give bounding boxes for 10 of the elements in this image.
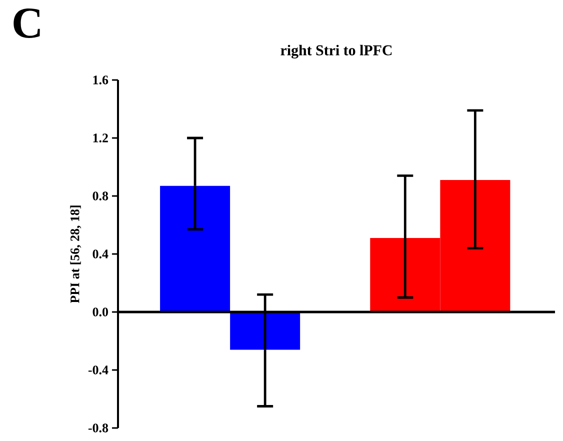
y-tick-label: 0.4	[92, 250, 108, 258]
y-tick-label: 1.2	[93, 134, 108, 142]
y-tick-label: 1.6	[93, 76, 108, 84]
y-tick-label: -0.4	[88, 366, 108, 374]
chart-title: right Stri to lPFC	[280, 44, 392, 58]
text: C	[14, 8, 40, 38]
y-tick-label: -0.8	[88, 424, 108, 432]
y-tick-label: 0.0	[92, 308, 108, 316]
y-tick-label: 0.8	[92, 192, 108, 200]
y-axis-title: PPI at [56, 28, 18]	[70, 206, 82, 304]
